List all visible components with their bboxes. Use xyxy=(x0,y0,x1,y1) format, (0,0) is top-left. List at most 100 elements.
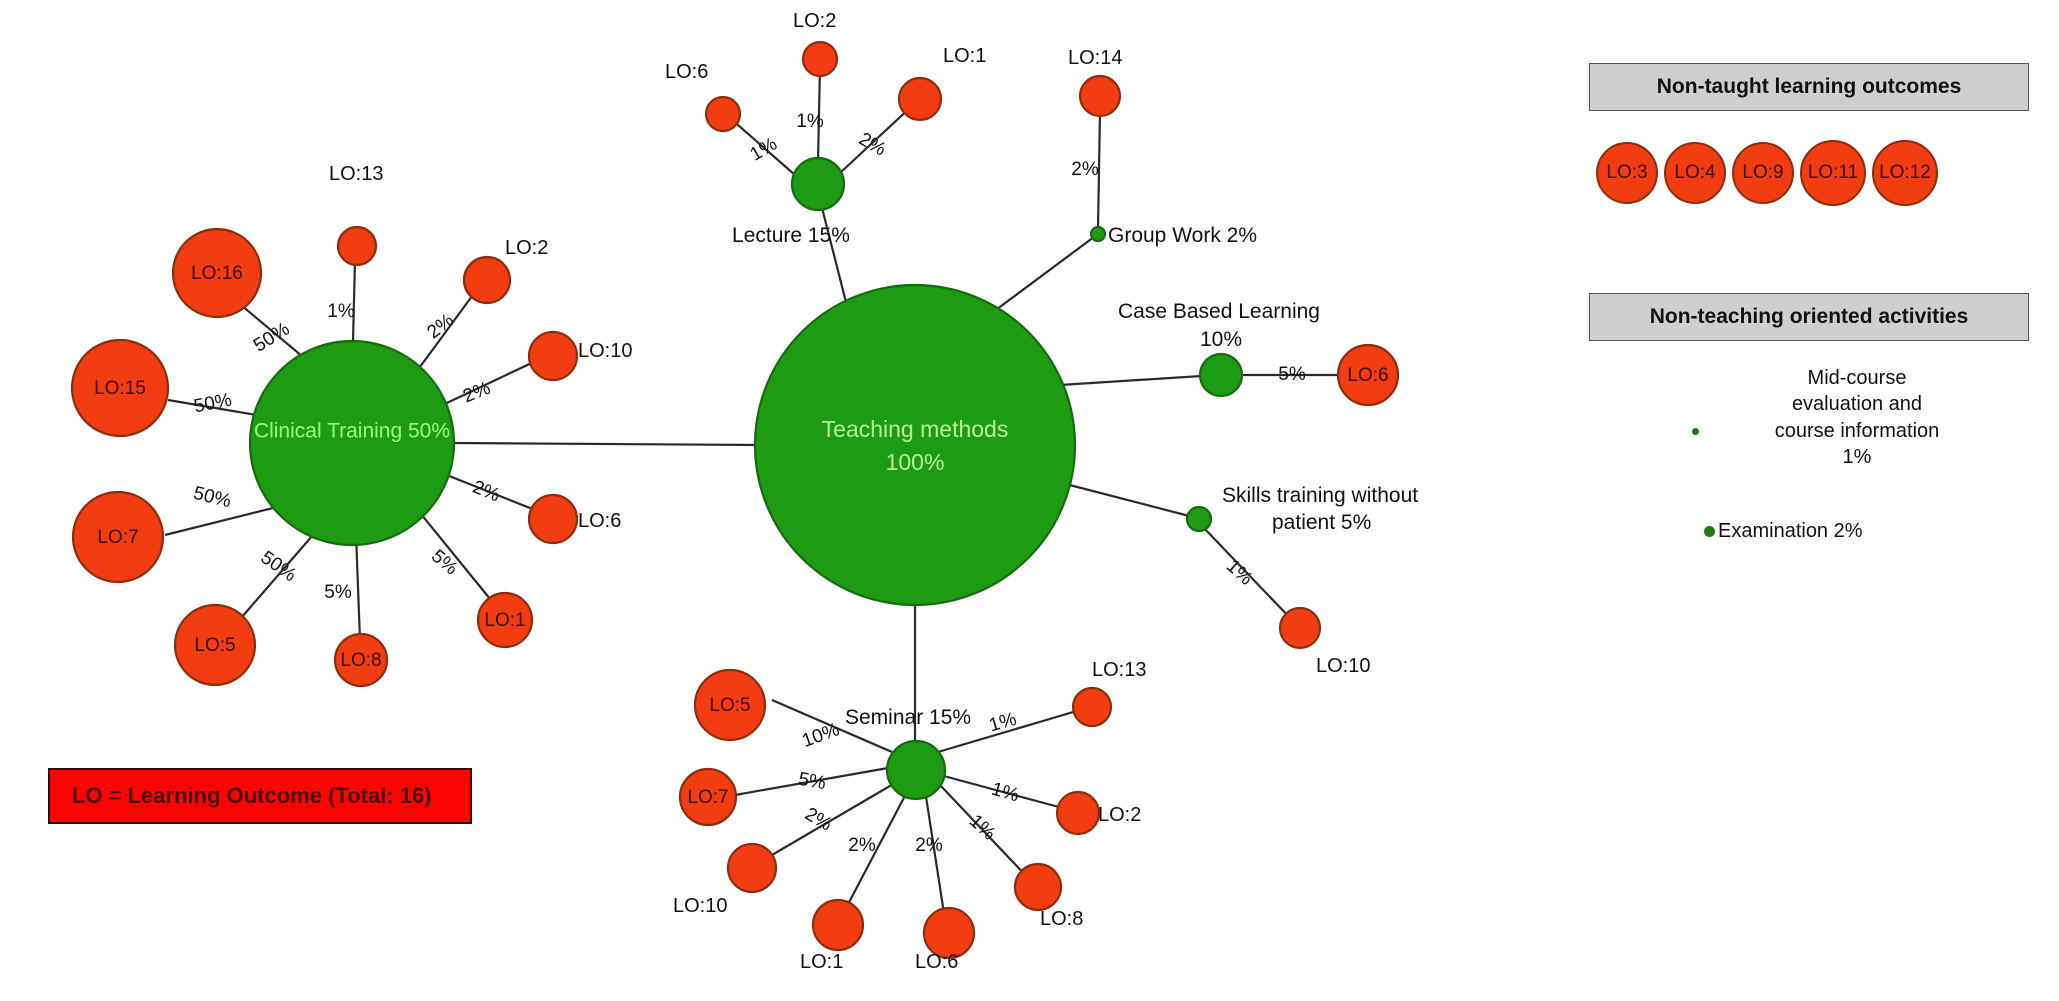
lo-node-lo8-seminar[interactable] xyxy=(1013,862,1063,912)
edge-label-lecture-lo2: 1% xyxy=(796,111,824,132)
non-taught-lo-label: LO:12 xyxy=(1879,162,1931,183)
edge-label-clinical-lo2: 2% xyxy=(423,310,458,344)
edge-label-groupwork-lo14: 2% xyxy=(1071,159,1099,180)
edge-label-clinical-lo5: 50% xyxy=(257,547,300,586)
lecture-lo-nodes: LO:6 1% LO:2 1% LO:1 2% xyxy=(665,10,986,166)
lo-node-lo13[interactable] xyxy=(336,225,378,267)
lo-node-lo16[interactable] xyxy=(171,227,263,319)
edge-label-clinical-lo13: 1% xyxy=(327,301,355,322)
lo-node-lo7-clinical[interactable] xyxy=(71,490,165,584)
edge-root-clinical xyxy=(454,441,761,447)
edge-label-clinical-lo15: 50% xyxy=(192,390,233,418)
node-clinical-training[interactable]: Clinical Training 50% xyxy=(248,339,456,547)
activity-midcourse-line4: 1% xyxy=(1842,446,1872,469)
lo-node-lo6-lecture-label: LO:6 xyxy=(665,61,708,83)
lo-node-lo7-seminar[interactable] xyxy=(678,767,738,827)
lo-node-lo10-clinical[interactable] xyxy=(527,330,579,382)
edge-root-casebased xyxy=(1059,373,1218,387)
lo-node-lo10-seminar[interactable] xyxy=(726,842,778,894)
lo-node-lo6-seminar[interactable] xyxy=(922,906,976,960)
non-taught-lo-item[interactable]: LO:3 xyxy=(1596,142,1658,204)
lo-node-lo8-seminar-label: LO:8 xyxy=(1040,908,1083,930)
lo-node-lo5-seminar-label: LO:5 xyxy=(709,695,750,716)
edge-label-seminar-lo7: 5% xyxy=(797,769,828,794)
node-lecture[interactable]: Lecture 15% xyxy=(732,156,850,247)
non-taught-lo-item[interactable]: LO:9 xyxy=(1732,142,1794,204)
lecture-circle[interactable] xyxy=(790,156,846,212)
edge-seminar-lo8 xyxy=(939,784,1031,881)
non-taught-panel-header: Non-taught learning outcomes xyxy=(1589,63,2029,111)
node-group-work[interactable]: Group Work 2% xyxy=(1089,224,1257,247)
lo-node-lo5-clinical-label: LO:5 xyxy=(194,635,235,656)
lo-node-lo6-lecture[interactable] xyxy=(704,95,742,133)
node-skills-training[interactable]: Skills training without patient 5% xyxy=(1185,484,1418,534)
case-based-label-line1: Case Based Learning xyxy=(1118,300,1320,323)
edge-label-clinical-lo16: 50% xyxy=(250,319,293,357)
edge-lecture-lo1 xyxy=(839,104,914,174)
groupwork-lo-nodes: LO:14 2% xyxy=(1068,47,1122,180)
clinical-training-circle[interactable] xyxy=(248,339,456,547)
lo-node-lo13-seminar[interactable] xyxy=(1071,686,1113,728)
non-taught-lo-label: LO:9 xyxy=(1742,162,1784,183)
non-taught-lo-item[interactable]: LO:11 xyxy=(1800,140,1866,206)
lo-node-lo1-lecture[interactable] xyxy=(897,76,943,122)
non-taught-lo-item[interactable]: LO:4 xyxy=(1664,142,1726,204)
skills-training-circle[interactable] xyxy=(1185,505,1213,533)
non-taught-lo-label: LO:11 xyxy=(1807,162,1859,183)
edge-root-lecture xyxy=(818,199,850,311)
lo-node-lo13-label: LO:13 xyxy=(329,163,383,185)
lo-node-lo6-clinical-label: LO:6 xyxy=(578,510,621,532)
groupwork-edges xyxy=(1096,111,1102,229)
lo-node-lo2-lecture[interactable] xyxy=(801,40,839,78)
non-taught-lo-label: LO:4 xyxy=(1674,162,1716,183)
edge-lecture-lo6 xyxy=(729,117,796,176)
skills-training-label-line1: Skills training without xyxy=(1222,484,1418,507)
activity-item-examination[interactable]: Examination 2% xyxy=(1704,518,1863,544)
edge-label-seminar-lo5: 10% xyxy=(799,719,842,752)
edge-clinical-lo1 xyxy=(411,502,496,606)
group-work-label: Group Work 2% xyxy=(1108,224,1257,247)
activity-item-midcourse[interactable]: Mid-course evaluation and course informa… xyxy=(1692,365,2032,471)
activity-midcourse-text: Mid-course evaluation and course informa… xyxy=(1707,365,2007,471)
lo-node-lo10-skills-label: LO:10 xyxy=(1316,655,1370,677)
lo-node-lo6-casebased[interactable] xyxy=(1336,343,1400,407)
case-based-circle[interactable] xyxy=(1198,352,1244,398)
lo-node-lo15[interactable] xyxy=(70,338,170,438)
lecture-edges xyxy=(729,64,914,176)
non-taught-lo-label: LO:3 xyxy=(1606,162,1648,183)
lo-node-lo1-clinical[interactable] xyxy=(476,591,534,649)
lo-node-lo5-seminar[interactable] xyxy=(693,668,767,742)
lo-node-lo10-skills[interactable] xyxy=(1278,606,1322,650)
edge-label-seminar-lo1: 2% xyxy=(848,835,876,856)
lo-node-lo2-clinical[interactable] xyxy=(462,255,512,305)
node-teaching-methods[interactable]: Teaching methods 100% xyxy=(753,283,1077,607)
edge-label-lecture-lo1: 2% xyxy=(855,129,889,161)
node-seminar[interactable]: Seminar 15% xyxy=(845,706,971,801)
lo-node-lo10-clinical-label: LO:10 xyxy=(578,340,632,362)
lo-node-lo13-seminar-label: LO:13 xyxy=(1092,659,1146,681)
lo-node-lo6-clinical[interactable] xyxy=(527,493,579,545)
lo-node-lo1-lecture-label: LO:1 xyxy=(943,45,986,67)
seminar-label: Seminar 15% xyxy=(845,706,971,729)
seminar-circle[interactable] xyxy=(885,739,947,801)
edge-clinical-lo6 xyxy=(433,468,541,514)
teaching-methods-label-line2: 100% xyxy=(886,449,945,475)
lo-node-lo8-clinical-label: LO:8 xyxy=(340,650,381,671)
lo-node-lo15-label: LO:15 xyxy=(94,378,146,399)
non-taught-lo-item[interactable]: LO:12 xyxy=(1872,140,1938,206)
lo-node-lo1-seminar[interactable] xyxy=(811,898,865,952)
lo-node-lo2-seminar[interactable] xyxy=(1055,790,1101,836)
group-work-circle[interactable] xyxy=(1089,225,1107,243)
activity-examination-text: Examination 2% xyxy=(1718,520,1863,542)
non-teaching-panel-title: Non-teaching oriented activities xyxy=(1649,305,1969,328)
lo-node-lo14[interactable] xyxy=(1078,74,1122,118)
case-based-label-line2: 10% xyxy=(1200,328,1242,351)
lo-node-lo5-clinical[interactable] xyxy=(173,603,257,687)
node-case-based-learning[interactable]: Case Based Learning 10% xyxy=(1118,300,1320,398)
teaching-methods-circle[interactable] xyxy=(753,283,1077,607)
learning-outcome-legend: LO = Learning Outcome (Total: 16) xyxy=(48,768,472,824)
lo-node-lo8-clinical[interactable] xyxy=(333,632,389,688)
lo-node-lo14-label: LO:14 xyxy=(1068,47,1122,69)
